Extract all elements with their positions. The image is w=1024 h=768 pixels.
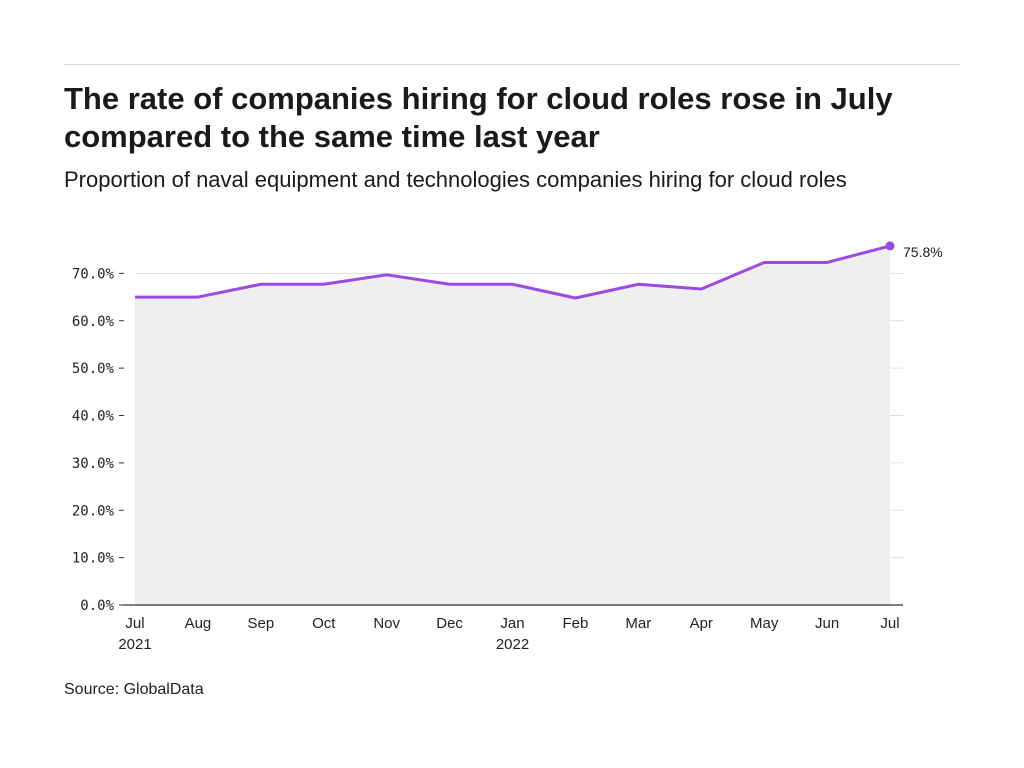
x-tick-label: Dec <box>436 615 463 632</box>
x-tick-label: Aug <box>185 615 212 632</box>
y-tick-label: 40.0% <box>72 409 115 425</box>
y-tick-label: 10.0% <box>72 551 115 567</box>
x-tick-label: Jun <box>815 615 839 632</box>
x-axis-ticks: Jul 2021 Aug Sep Oct Nov Dec Jan 2022 Feb Mar Apr Ma… <box>118 615 899 653</box>
x-tick-label: 2022 <box>496 636 529 653</box>
x-tick-label: Feb <box>562 615 588 632</box>
series-line <box>135 244 891 300</box>
x-tick-label: Mar <box>625 615 651 632</box>
x-tick-label: Jul <box>125 615 144 632</box>
x-tick-label: Nov <box>373 615 400 632</box>
top-rule <box>64 64 960 65</box>
y-tick-label: 50.0% <box>72 361 115 377</box>
y-tick-label: 60.0% <box>72 314 115 330</box>
area-fill <box>135 245 890 605</box>
x-tick-label: Sep <box>247 615 274 632</box>
end-value-label: 75.8% <box>903 244 943 260</box>
x-tick-label: 2021 <box>118 636 151 653</box>
x-tick-label: Jan <box>500 615 524 632</box>
chart-title: The rate of companies hiring for cloud r… <box>64 81 893 154</box>
y-tick-label: 30.0% <box>72 456 115 472</box>
y-tick-label: 0.0% <box>80 598 114 614</box>
chart-subtitle: Proportion of naval equipment and techno… <box>64 167 847 192</box>
x-tick-label: May <box>750 615 779 632</box>
x-tick-label: Apr <box>690 615 713 632</box>
y-tick-label: 20.0% <box>72 503 115 519</box>
y-tick-label: 70.0% <box>72 266 115 282</box>
end-point-marker <box>885 241 895 251</box>
y-axis-ticks: 0.0% 10.0% 20.0% 30.0% 40.0% 50.0% 60.0% 70.0% <box>72 266 124 614</box>
x-tick-label: Oct <box>312 615 336 632</box>
source-note: Source: GlobalData <box>64 681 204 698</box>
x-tick-label: Jul <box>880 615 899 632</box>
